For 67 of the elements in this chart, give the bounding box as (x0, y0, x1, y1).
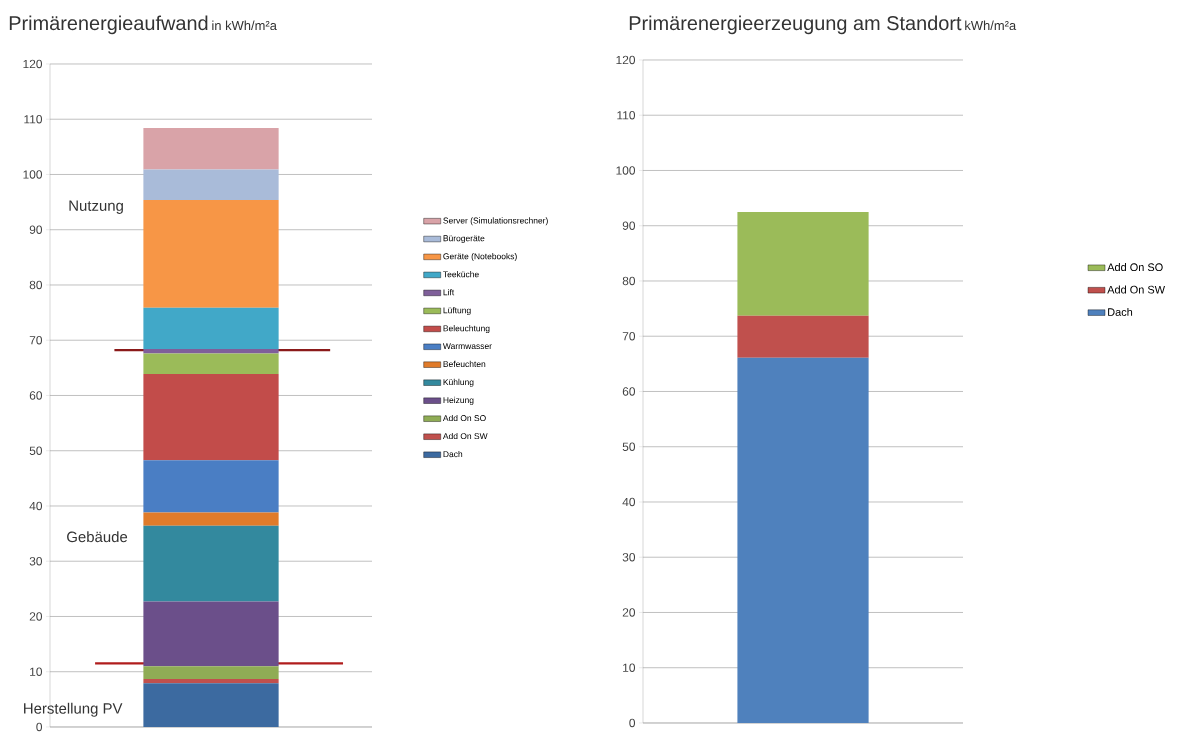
chart-title: Primärenergieerzeugung am Standort (629, 15, 962, 35)
y-tick-label: 40 (29, 501, 43, 511)
legend-label: Warmwasser (442, 343, 492, 350)
legend-label: Server (Simulationsrechner) (443, 217, 548, 226)
bar (143, 683, 279, 727)
y-tick-label: 0 (629, 718, 636, 728)
legend-label: Befeuchten (443, 360, 486, 368)
legend-label: Dach (1108, 307, 1133, 316)
bar (143, 199, 279, 308)
y-tick-label: 110 (617, 111, 636, 120)
y-tick-label: 90 (29, 225, 43, 234)
y-tick-label: 10 (623, 663, 636, 672)
legend-label: Add On SW (442, 432, 488, 440)
chart-title: Primärenergieaufwand (9, 15, 208, 35)
bar (143, 512, 279, 526)
legend-label: Add On SO (1107, 263, 1163, 272)
y-tick-label: 110 (24, 115, 43, 124)
y-tick-label: 30 (29, 557, 43, 566)
annotation: Gebäude (67, 531, 128, 543)
y-tick-label: 70 (622, 332, 636, 341)
text: kWh/m²a (965, 20, 1017, 31)
bar (143, 601, 279, 667)
bar (737, 315, 869, 358)
bar (143, 128, 279, 170)
bar (143, 169, 279, 200)
y-tick-label: 20 (622, 608, 636, 617)
y-tick-label: 60 (622, 387, 636, 396)
legend-label: Dach (443, 450, 463, 458)
y-tick-label: 40 (622, 497, 636, 507)
y-tick-label: 80 (622, 276, 636, 286)
y-tick-label: 30 (622, 553, 636, 562)
y-tick-label: 50 (29, 446, 43, 455)
y-tick-label: 90 (622, 221, 636, 230)
bar (143, 353, 279, 374)
legend-label: Add On SO (442, 414, 486, 422)
bar (737, 211, 869, 316)
legend-label: Teeküche (443, 271, 479, 278)
legend-label: Lift (443, 289, 455, 296)
bar (143, 678, 279, 684)
legend-label: Heizung (443, 396, 474, 405)
y-tick-label: 100 (616, 166, 636, 175)
y-tick-label: 50 (622, 442, 636, 451)
y-tick-label: 10 (30, 667, 43, 676)
legend-label: Add On SW (1107, 285, 1165, 294)
y-tick-label: 60 (29, 391, 43, 400)
bar (737, 357, 869, 723)
y-tick-label: 0 (36, 722, 43, 732)
y-tick-label: 120 (616, 55, 636, 65)
legend-label: Lüftung (443, 307, 471, 315)
bar (143, 460, 279, 513)
bar (143, 373, 279, 461)
annotation: Nutzung (69, 200, 123, 214)
chart-subtitle: in kWh/m²a (212, 20, 277, 31)
legend-label: Bürogeräte (443, 235, 485, 243)
y-tick-label: 20 (29, 612, 43, 621)
legend-label: Geräte (Notebooks) (443, 253, 517, 261)
annotation: Herstellung PV (24, 702, 123, 717)
y-tick-label: 80 (29, 280, 43, 290)
bar (143, 666, 279, 679)
bar (143, 349, 279, 354)
legend-label: Beleuchtung (443, 325, 490, 334)
y-tick-label: 100 (23, 170, 43, 179)
y-tick-label: 70 (29, 336, 43, 345)
bar (143, 525, 279, 602)
legend-label: Kühlung (443, 378, 474, 387)
y-tick-label: 120 (23, 59, 43, 69)
bar (143, 307, 279, 350)
